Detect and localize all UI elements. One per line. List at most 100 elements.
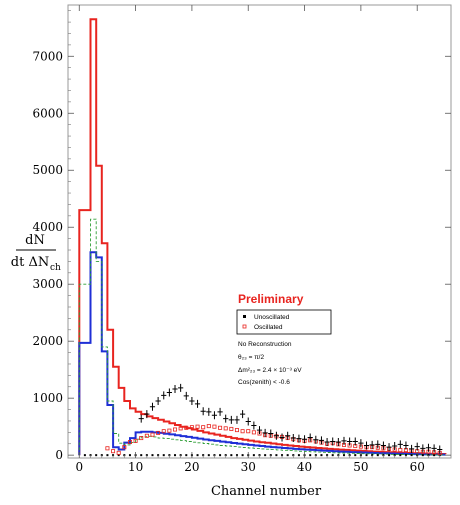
unoscillated-point-18 <box>240 410 246 419</box>
baseline-point-4 <box>106 454 109 457</box>
unoscillated-point-26 <box>285 431 291 440</box>
unoscillated-point-3 <box>155 397 161 406</box>
baseline-point-22 <box>207 454 210 457</box>
x-tick-label-3: 30 <box>241 460 256 474</box>
baseline-point-34 <box>275 454 278 457</box>
baseline-point-12 <box>151 454 154 457</box>
series-line-2 <box>78 218 446 456</box>
oscillated-point-26 <box>251 430 256 435</box>
oscillated-point-9 <box>156 430 161 435</box>
y-axis-label-bottom: dt ΔN <box>11 255 49 270</box>
baseline-point-30 <box>252 454 255 457</box>
baseline-point-0 <box>83 454 86 457</box>
unoscillated-point-34 <box>330 437 336 446</box>
unoscillated-point-33 <box>324 438 330 447</box>
baseline-point-46 <box>342 454 345 457</box>
plot-frame <box>67 4 452 459</box>
baseline-point-20 <box>196 454 199 457</box>
baseline-point-24 <box>219 454 222 457</box>
unoscillated-point-22 <box>262 428 268 437</box>
unoscillated-point-28 <box>296 434 302 443</box>
unoscillated-point-49 <box>414 442 420 451</box>
data-markers <box>83 383 443 457</box>
y-tick-label-7: 7000 <box>32 49 63 63</box>
unoscillated-point-47 <box>403 441 409 450</box>
unoscillated-point-39 <box>358 439 364 448</box>
legend-title: Preliminary <box>238 292 304 306</box>
oscillated-point-23 <box>234 428 239 433</box>
oscillated-point-24 <box>240 429 245 434</box>
unoscillated-point-4 <box>161 391 167 400</box>
unoscillated-point-25 <box>279 433 285 442</box>
legend-note-reconstruction: No Reconstruction <box>238 341 292 348</box>
legend-box <box>236 309 332 335</box>
unoscillated-point-10 <box>194 399 201 408</box>
y-tick-label-3: 3000 <box>32 277 63 291</box>
baseline-point-10 <box>140 454 143 457</box>
unoscillated-point-29 <box>301 435 308 444</box>
y-tick-label-6: 6000 <box>32 106 63 120</box>
unoscillated-point-6 <box>172 385 178 394</box>
baseline-point-48 <box>354 454 357 457</box>
x-tick-label-6: 60 <box>410 460 425 474</box>
oscillated-point-6 <box>139 436 144 441</box>
legend-item-oscillated: Oscillated <box>254 324 283 331</box>
x-tick-label-5: 50 <box>353 460 368 474</box>
baseline-point-52 <box>376 454 379 457</box>
oscillated-point-3 <box>122 445 127 450</box>
x-tick-label-1: 10 <box>128 460 143 474</box>
oscillated-point-8 <box>150 432 155 437</box>
x-tick-label-0: 0 <box>75 460 83 474</box>
unoscillated-point-21 <box>256 426 263 435</box>
legend: Preliminary Unoscillated Oscillated No R… <box>236 292 332 386</box>
unoscillated-point-12 <box>206 407 212 416</box>
y-axis-label-subscript: ch <box>50 263 61 273</box>
baseline-point-40 <box>309 454 312 457</box>
oscillated-point-12 <box>173 427 178 432</box>
baseline-point-6 <box>117 454 120 457</box>
unoscillated-point-43 <box>380 441 387 450</box>
oscillated-point-10 <box>161 429 166 434</box>
oscillated-point-1 <box>111 449 116 454</box>
unoscillated-point-53 <box>437 445 443 454</box>
oscillated-point-5 <box>133 438 138 443</box>
legend-note-theta: θ₂₃ = π/2 <box>238 354 264 361</box>
unoscillated-point-14 <box>217 407 223 416</box>
baseline-point-26 <box>230 454 233 457</box>
unoscillated-point-8 <box>183 391 189 400</box>
y-tick-label-5: 5000 <box>32 163 63 177</box>
unoscillated-point-38 <box>352 437 358 446</box>
baseline-point-56 <box>399 454 402 457</box>
series-line-1 <box>78 251 446 456</box>
unoscillated-point-23 <box>268 429 274 438</box>
unoscillated-point-13 <box>211 411 218 420</box>
baseline-point-50 <box>365 454 368 457</box>
y-tick-label-1: 1000 <box>32 391 63 405</box>
unoscillated-point-20 <box>251 421 257 430</box>
legend-item-unoscillated: Unoscillated <box>254 314 290 321</box>
axis-ticks: 0 10 20 30 40 50 60 0 1000 2000 3000 4000 5000 6000 70… <box>32 5 451 474</box>
oscillated-point-20 <box>218 425 223 430</box>
oscillated-point-0 <box>105 446 110 451</box>
baseline-point-54 <box>388 454 391 457</box>
legend-note-mass-splitting: Δm²₂₃ = 2.4 × 10⁻³ eV <box>238 367 302 374</box>
oscillated-point-2 <box>116 450 121 455</box>
x-tick-label-4: 40 <box>297 460 312 474</box>
y-axis-label-top: dN <box>25 233 45 248</box>
baseline-point-62 <box>433 454 436 457</box>
legend-unoscillated-marker <box>243 315 246 318</box>
unoscillated-point-27 <box>290 434 296 443</box>
baseline-point-58 <box>410 454 413 457</box>
oscillated-point-4 <box>127 440 132 445</box>
baseline-point-38 <box>297 454 300 457</box>
baseline-point-28 <box>241 454 244 457</box>
baseline-point-36 <box>286 454 289 457</box>
unoscillated-point-1 <box>144 410 150 419</box>
unoscillated-point-36 <box>341 436 347 445</box>
unoscillated-point-11 <box>200 407 206 416</box>
unoscillated-point-37 <box>347 437 353 446</box>
y-tick-label-4: 4000 <box>32 220 63 234</box>
unoscillated-point-52 <box>431 444 437 453</box>
baseline-point-44 <box>331 454 334 457</box>
unoscillated-point-17 <box>234 415 240 424</box>
